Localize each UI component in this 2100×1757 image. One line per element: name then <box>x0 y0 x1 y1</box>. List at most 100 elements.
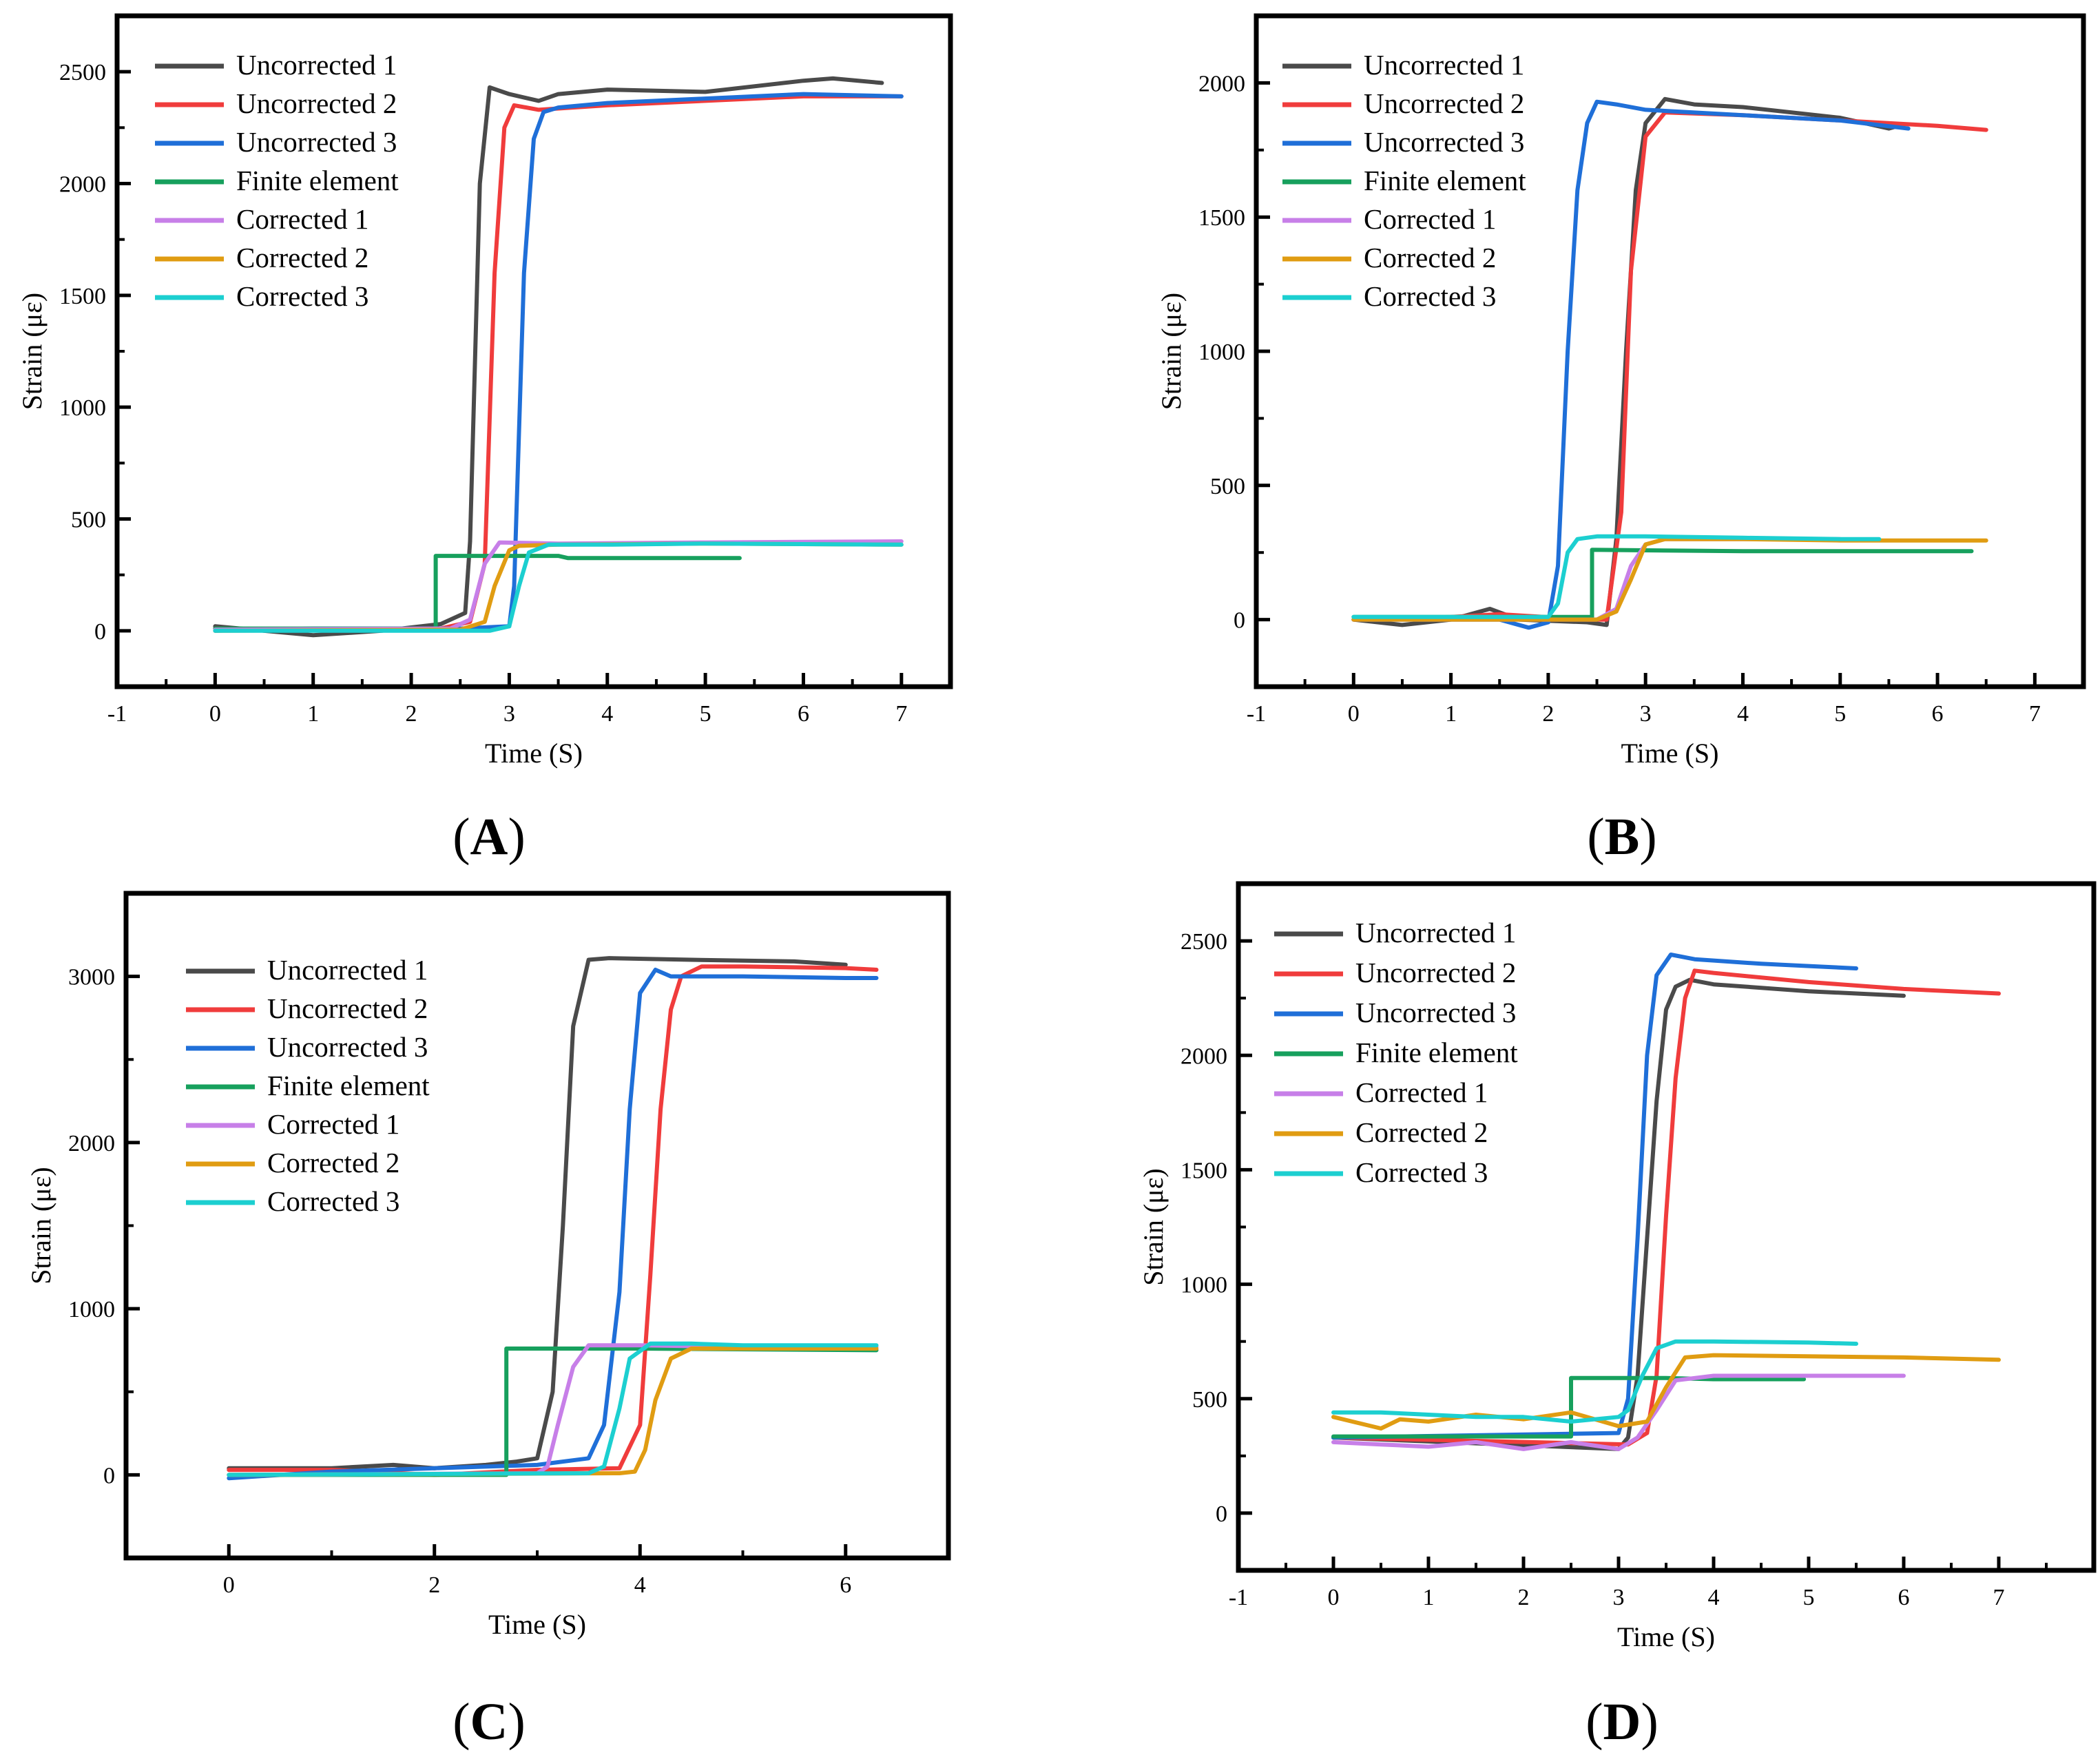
x-tick-label: 3 <box>1640 701 1652 727</box>
legend-label: Corrected 1 <box>1355 1077 1488 1108</box>
x-tick-label: 6 <box>1932 701 1944 727</box>
y-tick-label: 1000 <box>1198 340 1245 365</box>
legend-label: Uncorrected 3 <box>267 1031 428 1063</box>
legend-label: Corrected 1 <box>1364 203 1496 235</box>
legend-label: Uncorrected 1 <box>236 49 397 81</box>
x-tick-label: 5 <box>1803 1585 1815 1610</box>
x-tick-label: 0 <box>1348 701 1360 727</box>
x-tick-label: 2 <box>428 1572 440 1598</box>
x-tick-label: 2 <box>1542 701 1554 727</box>
y-tick-label: 2500 <box>1181 929 1227 955</box>
legend-label: Finite element <box>236 165 399 196</box>
legend-label: Uncorrected 2 <box>236 87 397 119</box>
x-tick-label: 2 <box>1518 1585 1530 1610</box>
x-tick-label: 5 <box>1834 701 1846 727</box>
series-line-corrected-2 <box>1351 537 1988 622</box>
plot-frame <box>123 891 951 1561</box>
y-tick-label: 0 <box>103 1463 115 1488</box>
series-line-uncorrected-1 <box>1331 977 1906 1451</box>
legend-label: Uncorrected 1 <box>1364 49 1524 81</box>
plot-frame <box>1254 13 2086 689</box>
y-tick-label: 2500 <box>59 60 106 85</box>
series-line-uncorrected-2 <box>1331 968 2001 1447</box>
series-line-corrected-1 <box>1331 1373 1906 1451</box>
legend-label: Corrected 2 <box>1355 1116 1488 1148</box>
y-tick-label: 0 <box>1216 1501 1227 1527</box>
plot-frame <box>1236 881 2097 1573</box>
legend-label: Uncorrected 2 <box>1364 87 1524 119</box>
legend-label: Corrected 1 <box>236 203 368 235</box>
y-axis-label: Strain (με) <box>1138 1168 1169 1285</box>
legend-label: Corrected 2 <box>236 242 368 273</box>
legend-label: Uncorrected 3 <box>1355 997 1516 1028</box>
x-tick-label: 7 <box>1993 1585 2005 1610</box>
x-tick-label: 4 <box>1708 1585 1720 1610</box>
y-tick-label: 1500 <box>1181 1158 1227 1183</box>
panel-label: (C) <box>453 1693 526 1751</box>
plot-frame <box>114 13 953 689</box>
series-group <box>213 76 904 638</box>
x-tick-label: 6 <box>1898 1585 1910 1610</box>
x-tick-label: 0 <box>209 701 221 727</box>
series-line-corrected-3 <box>1331 1339 1858 1424</box>
panel-label: (B) <box>1587 808 1656 866</box>
series-line-finite-element <box>1351 548 1974 619</box>
legend-label: Uncorrected 2 <box>267 992 428 1024</box>
panel-a: -1 0 1 2 3 4 5 6 7 0 500 1000 1500 2000 2500 Uncorrecte… <box>17 13 953 866</box>
y-tick-label: 1000 <box>68 1297 115 1322</box>
y-tick-label: 2000 <box>1198 71 1245 96</box>
y-axis-label: Strain (με) <box>1156 293 1187 410</box>
x-tick-label: 2 <box>406 701 417 727</box>
series-line-uncorrected-1 <box>227 956 848 1470</box>
series-line-corrected-3 <box>1351 534 1882 619</box>
series-line-corrected-3 <box>213 541 904 633</box>
panel-d: -1 0 1 2 3 4 5 6 7 0 500 1000 1500 2000 2500 Uncorrecte… <box>1138 881 2097 1751</box>
y-tick-label: 0 <box>94 619 106 645</box>
legend-label: Corrected 2 <box>267 1147 399 1178</box>
x-tick-label: 7 <box>2029 701 2041 727</box>
legend-label: Corrected 1 <box>267 1108 399 1140</box>
legend-label: Corrected 3 <box>1364 280 1496 312</box>
series-line-corrected-1 <box>227 1343 879 1477</box>
x-tick-label: 4 <box>1737 701 1749 727</box>
legend-label: Uncorrected 1 <box>267 954 428 986</box>
y-axis-label: Strain (με) <box>25 1167 56 1284</box>
y-axis-label: Strain (με) <box>17 293 48 410</box>
series-line-corrected-2 <box>227 1347 879 1477</box>
series-line-corrected-2 <box>1331 1353 2001 1431</box>
legend-label: Uncorrected 3 <box>236 126 397 158</box>
x-axis-label: Time (S) <box>485 738 583 769</box>
x-tick-label: -1 <box>1229 1585 1248 1610</box>
panel-b: -1 0 1 2 3 4 5 6 7 0 500 1000 1500 2000 Uncorrected 1 U… <box>1156 13 2086 866</box>
y-tick-label: 500 <box>1192 1387 1227 1413</box>
y-tick-label: 2000 <box>68 1131 115 1156</box>
x-tick-label: 6 <box>840 1572 851 1598</box>
y-tick-label: 0 <box>1234 608 1245 634</box>
y-tick-label: 2000 <box>1181 1043 1227 1069</box>
series-line-uncorrected-3 <box>227 968 879 1481</box>
y-tick-label: 3000 <box>68 965 115 990</box>
series-group <box>1331 953 2001 1451</box>
legend-label: Finite element <box>1364 165 1526 196</box>
y-tick-label: 1000 <box>59 395 106 421</box>
x-tick-label: 4 <box>601 701 613 727</box>
y-tick-label: 1500 <box>1198 205 1245 231</box>
y-tick-label: 1500 <box>59 284 106 309</box>
x-axis-label: Time (S) <box>488 1609 586 1640</box>
legend-label: Uncorrected 3 <box>1364 126 1524 158</box>
y-tick-label: 500 <box>1210 474 1245 499</box>
x-tick-label: 7 <box>895 701 907 727</box>
series-group <box>1351 96 1988 630</box>
panel-label: (A) <box>453 808 526 866</box>
y-tick-label: 2000 <box>59 172 106 198</box>
x-tick-label: 5 <box>700 701 711 727</box>
x-tick-label: -1 <box>107 701 127 727</box>
legend-label: Finite element <box>267 1070 430 1101</box>
x-tick-label: 4 <box>634 1572 646 1598</box>
panel-label: (D) <box>1586 1693 1659 1751</box>
x-tick-label: 3 <box>1613 1585 1625 1610</box>
x-tick-label: -1 <box>1247 701 1266 727</box>
legend-label: Corrected 2 <box>1364 242 1496 273</box>
panel-c: 0 2 4 6 0 1000 2000 3000 Uncorrected 1 Uncorrecte… <box>25 891 951 1751</box>
